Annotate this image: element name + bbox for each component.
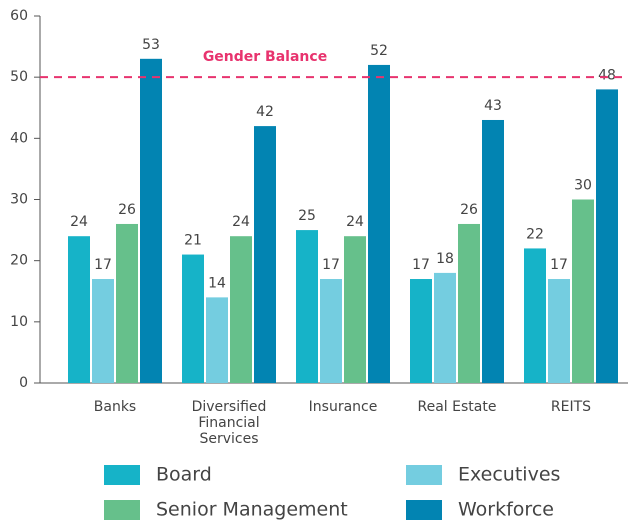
bar xyxy=(572,199,594,383)
bar xyxy=(368,64,390,383)
bar xyxy=(296,230,318,383)
x-tick-label: Insurance xyxy=(308,399,378,415)
bar xyxy=(206,297,228,383)
bar xyxy=(116,223,138,383)
bar xyxy=(254,126,276,383)
value-label: 48 xyxy=(598,67,616,83)
x-tick-label: Banks xyxy=(93,399,137,415)
value-label: 17 xyxy=(94,257,112,273)
value-label: 22 xyxy=(526,226,544,242)
bar xyxy=(344,236,366,383)
y-tick-label: 40 xyxy=(10,130,28,146)
y-tick-label: 50 xyxy=(10,69,28,85)
reference-label: Gender Balance xyxy=(203,49,327,65)
x-tick-label: Real Estate xyxy=(417,399,497,415)
bar xyxy=(410,279,432,383)
bar xyxy=(524,248,546,383)
bar xyxy=(458,223,480,383)
x-tick-label: Diversified Financial Services xyxy=(191,399,267,447)
y-tick-label: 60 xyxy=(10,8,28,24)
value-label: 24 xyxy=(70,214,88,230)
y-tick-label: 0 xyxy=(19,375,28,391)
value-label: 43 xyxy=(484,98,502,114)
bar xyxy=(68,236,90,383)
legend-swatch xyxy=(104,500,140,520)
bar xyxy=(182,254,204,383)
bar xyxy=(320,279,342,383)
y-tick-label: 30 xyxy=(10,192,28,208)
value-label: 24 xyxy=(346,214,364,230)
value-label: 17 xyxy=(412,257,430,273)
value-label: 53 xyxy=(142,37,160,53)
value-label: 26 xyxy=(460,202,478,218)
value-label: 18 xyxy=(436,251,454,267)
value-label: 30 xyxy=(574,178,592,194)
bar xyxy=(482,119,504,383)
bar xyxy=(548,279,570,383)
value-label: 17 xyxy=(550,257,568,273)
y-tick-label: 20 xyxy=(10,253,28,269)
value-label: 26 xyxy=(118,202,136,218)
bar xyxy=(92,279,114,383)
legend-swatch xyxy=(104,465,140,485)
value-label: 14 xyxy=(208,275,226,291)
y-tick-label: 10 xyxy=(10,314,28,330)
bar xyxy=(434,272,456,383)
legend-label: Executives xyxy=(458,464,560,486)
value-label: 24 xyxy=(232,214,250,230)
value-label: 25 xyxy=(298,208,316,224)
bar xyxy=(230,236,252,383)
bar xyxy=(596,89,618,384)
legend-label: Board xyxy=(156,464,212,486)
value-label: 21 xyxy=(184,233,202,249)
legend-label: Senior Management xyxy=(156,499,348,521)
legend-swatch xyxy=(406,465,442,485)
legend-swatch xyxy=(406,500,442,520)
value-label: 17 xyxy=(322,257,340,273)
value-label: 42 xyxy=(256,104,274,120)
x-tick-label: REITS xyxy=(550,399,592,415)
bar xyxy=(140,58,162,384)
value-label: 52 xyxy=(370,43,388,59)
legend-label: Workforce xyxy=(458,499,554,521)
